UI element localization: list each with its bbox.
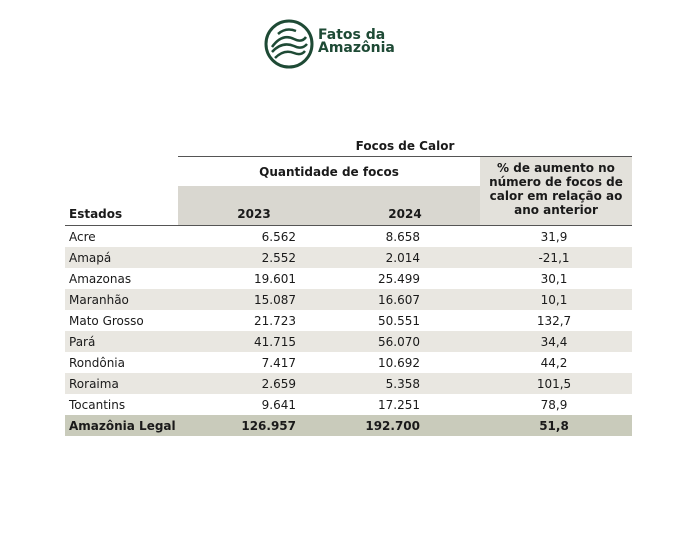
cell-state: Rondônia [69, 356, 125, 370]
cell-change: 10,1 [540, 293, 568, 307]
cell-2024: 10.692 [378, 356, 420, 370]
cell-2023: 9.641 [261, 398, 296, 412]
cell-state: Amapá [69, 251, 112, 265]
logo-text: Amazônia [318, 40, 395, 56]
cell-2024: 192.700 [365, 419, 420, 433]
cell-2024: 17.251 [378, 398, 420, 412]
cell-change: 44,2 [540, 356, 568, 370]
total-row-bg [65, 415, 632, 436]
row-bg [65, 331, 632, 352]
column-header: 2024 [388, 207, 422, 221]
cell-2024: 16.607 [378, 293, 420, 307]
cell-2023: 41.715 [254, 335, 296, 349]
cell-2023: 126.957 [241, 419, 296, 433]
cell-change: 51,8 [539, 419, 569, 433]
cell-state: Tocantins [69, 398, 126, 412]
row-bg [65, 289, 632, 310]
cell-2023: 7.417 [261, 356, 296, 370]
cell-change: 30,1 [540, 272, 568, 286]
count-title: Quantidade de focos [259, 165, 399, 179]
cell-2023: 15.087 [254, 293, 296, 307]
row-bg [65, 373, 632, 394]
column-header: Estados [69, 207, 123, 221]
cell-2023: 19.601 [254, 272, 296, 286]
cell-state: Mato Grosso [69, 314, 144, 328]
cell-2024: 25.499 [378, 272, 420, 286]
cell-change: -21,1 [538, 251, 570, 265]
cell-2023: 2.552 [261, 251, 296, 265]
cell-state: Pará [69, 335, 96, 349]
cell-change: 78,9 [540, 398, 568, 412]
cell-change: 34,4 [540, 335, 568, 349]
cell-2024: 5.358 [385, 377, 420, 391]
column-header: 2023 [237, 207, 271, 221]
cell-2024: 8.658 [385, 230, 420, 244]
header-band [178, 186, 480, 225]
cell-state: Amazonas [69, 272, 132, 286]
cell-2024: 56.070 [378, 335, 420, 349]
cell-2024: 2.014 [385, 251, 420, 265]
cell-change: 31,9 [540, 230, 568, 244]
cell-state: Amazônia Legal [69, 419, 176, 433]
cell-2023: 2.659 [261, 377, 296, 391]
group-title: Focos de Calor [355, 139, 455, 153]
cell-state: Acre [69, 230, 96, 244]
cell-change: 101,5 [536, 377, 572, 391]
cell-change: 132,7 [536, 314, 572, 328]
cell-2024: 50.551 [378, 314, 420, 328]
cell-2023: 6.562 [261, 230, 296, 244]
change-title: % de aumento no número de focos de calor… [489, 161, 623, 217]
header-band [480, 157, 632, 225]
rule [178, 156, 632, 157]
cell-state: Roraima [69, 377, 119, 391]
logo-icon [264, 19, 314, 69]
rule [65, 225, 632, 226]
cell-state: Maranhão [69, 293, 129, 307]
row-bg [65, 247, 632, 268]
cell-2023: 21.723 [254, 314, 296, 328]
logo-text: Fatos da [318, 27, 386, 43]
